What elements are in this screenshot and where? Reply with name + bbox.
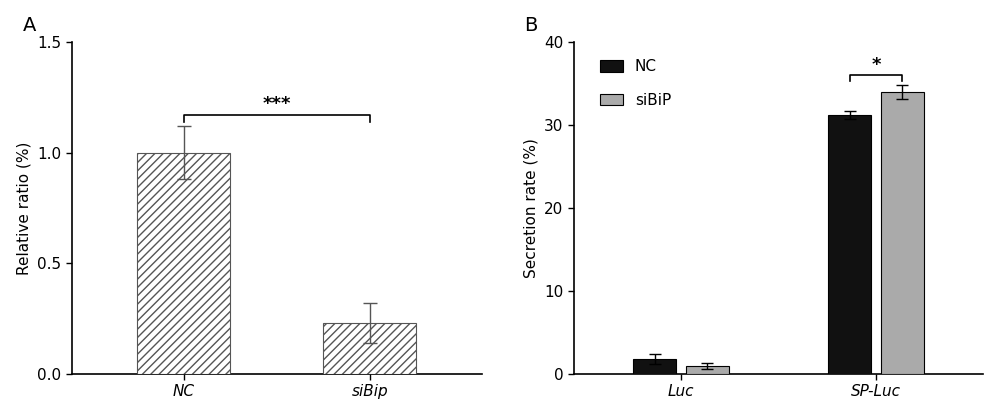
Bar — [828, 115, 871, 374]
Bar — [881, 92, 924, 374]
Y-axis label: Relative ratio (%): Relative ratio (%) — [17, 141, 32, 275]
Bar — [633, 359, 676, 374]
Legend: NC, siBiP: NC, siBiP — [593, 53, 677, 114]
Text: *: * — [871, 56, 881, 74]
Bar — [323, 323, 416, 374]
Y-axis label: Secretion rate (%): Secretion rate (%) — [523, 138, 538, 278]
Text: A: A — [23, 16, 36, 35]
Bar — [686, 366, 729, 374]
Bar — [137, 153, 230, 374]
Text: ***: *** — [262, 95, 291, 113]
Text: B: B — [524, 16, 538, 35]
